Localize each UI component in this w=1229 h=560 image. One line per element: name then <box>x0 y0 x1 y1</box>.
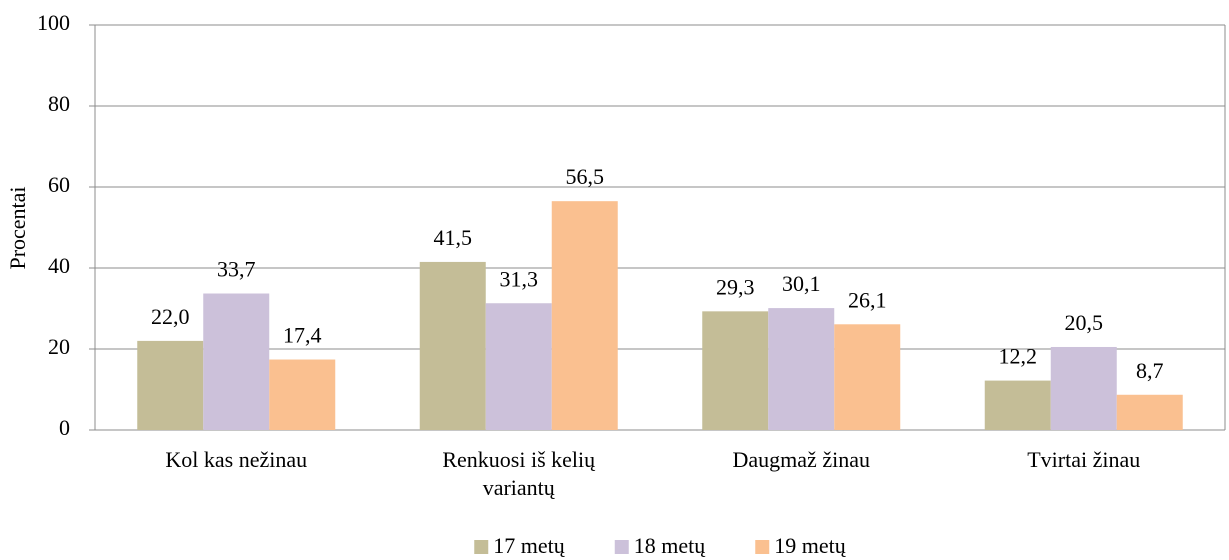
bar <box>834 324 901 430</box>
y-tick-label: 40 <box>48 253 70 278</box>
bar <box>269 359 336 430</box>
bar <box>419 261 486 430</box>
value-label: 33,7 <box>217 257 256 282</box>
value-label: 56,5 <box>566 164 605 189</box>
x-tick-label-box: Renkuosi iš kelių variantų <box>442 447 596 500</box>
value-label: 30,1 <box>782 271 821 296</box>
bar <box>551 201 618 430</box>
legend-swatch <box>614 540 629 554</box>
y-tick-label: 20 <box>48 334 70 359</box>
x-tick-label-box: Kol kas nežinau <box>165 447 308 472</box>
bar <box>485 303 552 430</box>
legend-swatch <box>755 540 770 554</box>
x-tick-label: Daugmaž žinau <box>732 447 870 472</box>
x-tick-label: Tvirtai žinau <box>1027 447 1141 472</box>
bar <box>984 380 1051 430</box>
bar <box>702 311 769 430</box>
bar <box>137 340 204 430</box>
bar <box>768 308 835 430</box>
value-label: 22,0 <box>151 304 190 329</box>
legend-label: 17 metų <box>493 533 565 558</box>
value-label: 41,5 <box>434 225 473 250</box>
value-label: 12,2 <box>999 344 1038 369</box>
legend-label: 19 metų <box>774 533 846 558</box>
x-tick-label-box: Tvirtai žinau <box>1027 447 1141 472</box>
y-tick-label: 80 <box>48 91 70 116</box>
y-tick-label: 100 <box>37 10 70 35</box>
bar <box>1050 346 1117 430</box>
x-tick-label: Kol kas nežinau <box>165 447 308 472</box>
y-tick-label: 60 <box>48 172 70 197</box>
x-tick-label: Renkuosi iš kelių variantų <box>442 447 596 500</box>
bar <box>203 293 270 430</box>
y-axis-label: Procentai <box>5 186 30 269</box>
y-tick-label: 0 <box>59 415 70 440</box>
value-label: 20,5 <box>1065 310 1104 335</box>
value-label: 29,3 <box>716 274 755 299</box>
bar <box>1116 394 1183 430</box>
legend-label: 18 metų <box>634 533 706 558</box>
value-label: 26,1 <box>848 287 887 312</box>
value-label: 31,3 <box>500 266 539 291</box>
value-label: 8,7 <box>1136 358 1164 383</box>
value-label: 17,4 <box>283 323 322 348</box>
legend: 17 metų 18 metų 19 metų <box>474 533 847 558</box>
x-tick-label-box: Daugmaž žinau <box>732 447 870 472</box>
legend-swatch <box>474 540 489 554</box>
